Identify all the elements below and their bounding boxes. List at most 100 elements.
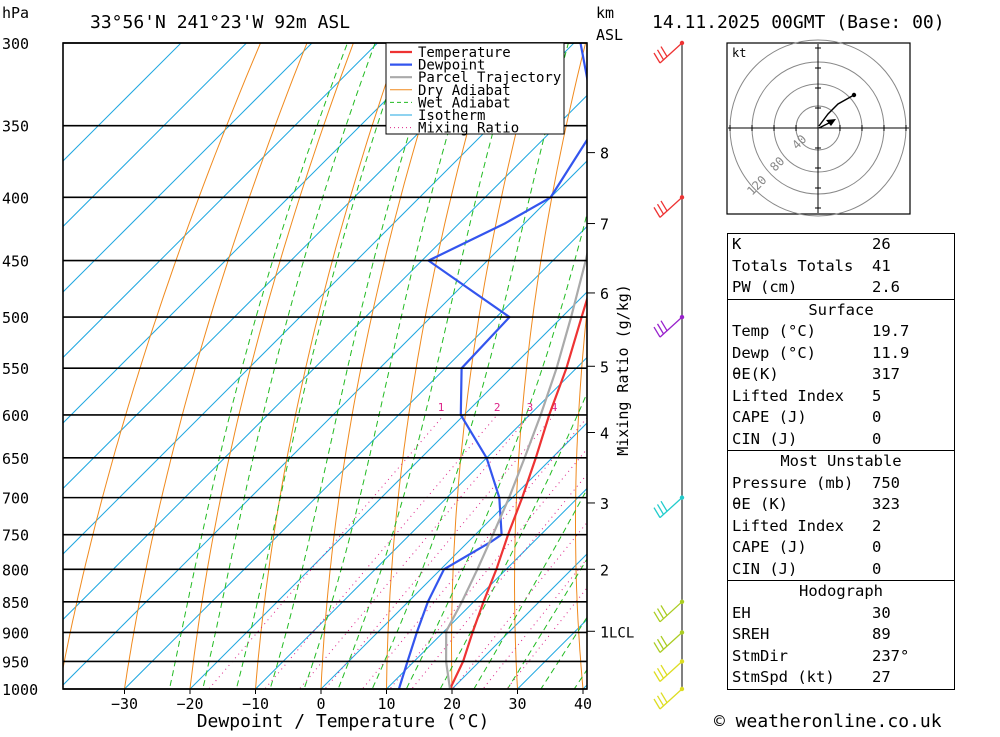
pressure-tick-label: 1000 xyxy=(2,681,38,699)
legend-entry: Temperature xyxy=(418,45,511,61)
x-tick-label: −20 xyxy=(176,695,203,713)
pressure-tick-label: 450 xyxy=(2,253,29,271)
wind-barb-flag xyxy=(653,642,661,653)
mixing-ratio-line xyxy=(264,414,498,689)
dry-adiabat-line xyxy=(189,43,354,689)
x-tick-label: 10 xyxy=(377,695,395,713)
x-tick-label: −10 xyxy=(242,695,269,713)
km-tick-label: 8 xyxy=(600,145,609,163)
isotherm-line xyxy=(63,43,182,162)
index-row: StmDir 237° xyxy=(732,646,910,665)
index-row: StmSpd (kt) 27 xyxy=(732,668,891,686)
mixing-ratio-line xyxy=(506,587,587,689)
index-row: Lifted Index 5 xyxy=(732,386,882,405)
dry-adiabat-line xyxy=(254,43,401,689)
km-tick-label: 3 xyxy=(600,495,609,513)
x-tick-label: 0 xyxy=(316,695,325,713)
x-tick-label: 20 xyxy=(443,695,461,713)
mixing-ratio-line xyxy=(361,416,587,689)
wind-barb-flag xyxy=(656,638,665,650)
mixing-ratio-label: 3 xyxy=(527,401,534,414)
plot-profiles xyxy=(397,43,587,689)
dry-adiabat-line xyxy=(514,43,587,689)
legend-entry: Dewpoint xyxy=(418,58,485,74)
isotherm-line xyxy=(63,43,379,359)
wind-barb xyxy=(653,195,685,218)
isotherm-line xyxy=(123,225,587,689)
index-row: Lifted Index 2 xyxy=(732,516,882,535)
index-row: EH 30 xyxy=(732,603,891,622)
x-axis-label: Dewpoint / Temperature (°C) xyxy=(197,711,490,732)
index-row: θE (K) 323 xyxy=(732,495,900,513)
index-row: Totals Totals 41 xyxy=(732,256,891,275)
wind-barb-flag xyxy=(653,326,661,338)
wind-barb-shaft xyxy=(659,631,683,653)
indices-table: K 26 Totals Totals 41 PW (cm) 2.6 Surface T… xyxy=(727,233,955,690)
hodograph-unit-label: kt xyxy=(732,46,746,60)
wind-barb-flag xyxy=(656,49,665,61)
mixing-ratio-axis-label: Mixing Ratio (g/kg) xyxy=(614,284,632,456)
dry-adiabat-line xyxy=(692,6,732,715)
wet-adiabat-line xyxy=(473,488,587,689)
isotherm-line xyxy=(63,43,313,293)
wet-adiabat-line xyxy=(371,43,569,689)
km-tick-label: 2 xyxy=(600,561,609,579)
index-row: K 26 xyxy=(732,235,891,253)
pressure-tick-label: 900 xyxy=(2,624,29,642)
section-title-hodograph: Hodograph xyxy=(727,580,955,603)
isotherm-line xyxy=(320,422,587,689)
wet-adiabat-line xyxy=(269,43,439,689)
mixing-ratio-line xyxy=(208,414,445,689)
wind-barb xyxy=(653,599,685,623)
lcl-label: LCL xyxy=(609,625,634,641)
wind-barb-flag xyxy=(653,611,661,623)
isotherm-line xyxy=(189,291,587,689)
wind-barb-flag xyxy=(660,320,668,332)
dry-adiabat-line xyxy=(320,43,447,689)
km-tick-label: 7 xyxy=(600,216,609,234)
section-title-surface: Surface xyxy=(727,298,955,321)
isotherm-line xyxy=(63,160,587,686)
pressure-tick-label: 500 xyxy=(2,309,29,327)
wind-barb-flag xyxy=(656,667,665,679)
index-row: PW (cm) 2.6 xyxy=(732,278,900,296)
pressure-tick-label: 650 xyxy=(2,450,29,468)
legend-entry: Isotherm xyxy=(418,108,485,124)
index-row: CIN (J) 0 xyxy=(732,429,882,448)
mixing-ratio-label: 2 xyxy=(494,401,501,414)
wind-barb-flag xyxy=(660,664,668,676)
km-tick-label: 5 xyxy=(600,358,609,376)
wind-barb-shaft xyxy=(659,497,683,519)
wet-adiabat-line xyxy=(168,43,349,689)
pressure-tick-label: 800 xyxy=(2,561,29,579)
isotherm-line xyxy=(254,356,587,689)
wet-adiabat-line xyxy=(506,558,587,689)
wind-barb-flag xyxy=(653,507,661,518)
index-row: CAPE (J) 0 xyxy=(732,538,882,556)
credit-label: © weatheronline.co.uk xyxy=(714,711,942,732)
hodograph-trace xyxy=(818,94,855,127)
km-label: km xyxy=(596,4,614,22)
dry-adiabat-line xyxy=(385,43,494,689)
dry-adiabat-line xyxy=(451,43,540,689)
legend-entry: Dry Adiabat xyxy=(418,83,511,99)
wind-barb-flag xyxy=(660,200,668,212)
pressure-tick-label: 400 xyxy=(2,189,29,207)
wind-barbs xyxy=(653,40,685,710)
mixing-ratio-label: 4 xyxy=(551,401,558,414)
hpa-label: hPa xyxy=(2,4,29,22)
index-row: CAPE (J) 0 xyxy=(732,408,882,426)
wind-barb-flag xyxy=(660,605,668,616)
isotherm-line xyxy=(451,553,587,689)
wind-barb-flag xyxy=(660,500,668,512)
storm-motion-arrowhead xyxy=(826,119,836,126)
wet-adiabat-line xyxy=(202,43,376,689)
index-row: SREH 89 xyxy=(732,625,891,643)
isotherm-line xyxy=(63,43,444,424)
wet-adiabat-line xyxy=(235,43,406,689)
pressure-tick-label: 550 xyxy=(2,360,29,378)
wind-barb-shaft xyxy=(659,688,683,710)
dry-adiabat-line xyxy=(954,6,1000,715)
